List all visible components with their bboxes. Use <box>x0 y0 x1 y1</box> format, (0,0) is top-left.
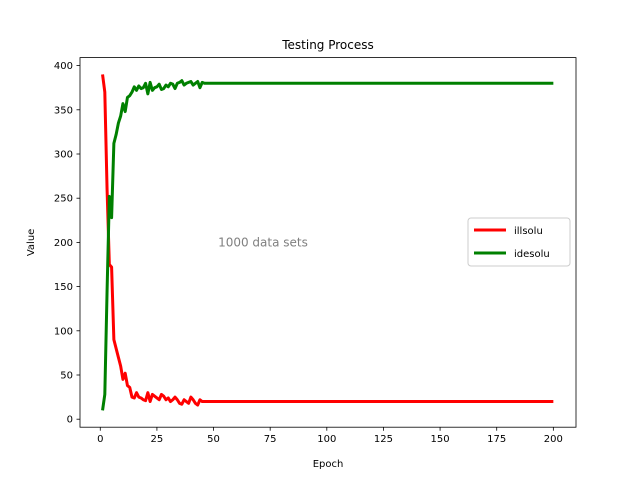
series-layer <box>101 74 554 411</box>
x-tick-label: 25 <box>151 434 164 445</box>
y-tick-label: 250 <box>54 194 73 205</box>
x-tick-label: 0 <box>97 434 103 445</box>
x-tick-label: 50 <box>207 434 220 445</box>
x-tick-label: 125 <box>374 434 393 445</box>
legend-label-idesolu: idesolu <box>514 249 550 260</box>
series-line-illsolu <box>101 74 554 407</box>
series-line-idesolu <box>101 79 554 411</box>
chart-title: Testing Process <box>281 38 374 52</box>
y-tick-label: 0 <box>67 415 73 426</box>
y-tick-label: 200 <box>54 238 73 249</box>
x-tick-label: 75 <box>264 434 277 445</box>
y-tick-label: 150 <box>54 282 73 293</box>
legend-label-illsolu: illsolu <box>514 226 543 237</box>
x-tick-label: 100 <box>317 434 336 445</box>
x-tick-label: 175 <box>487 434 506 445</box>
x-tick-label: 200 <box>544 434 563 445</box>
y-tick-label: 100 <box>54 326 73 337</box>
x-axis-title: Epoch <box>313 459 344 470</box>
tick-layer: 0 25 50 75 100 125 150 175 200 0 50 100 150 200 250 300… <box>54 61 563 445</box>
y-tick-label: 300 <box>54 150 73 161</box>
axes-frame <box>79 57 577 428</box>
y-axis-title: Value <box>26 229 37 256</box>
annotation-text: 1000 data sets <box>218 235 308 249</box>
x-tick-label: 150 <box>431 434 450 445</box>
y-tick-label: 350 <box>54 105 73 116</box>
y-tick-label: 400 <box>54 61 73 72</box>
y-tick-label: 50 <box>60 370 73 381</box>
legend: illsolu idesolu <box>467 217 571 267</box>
